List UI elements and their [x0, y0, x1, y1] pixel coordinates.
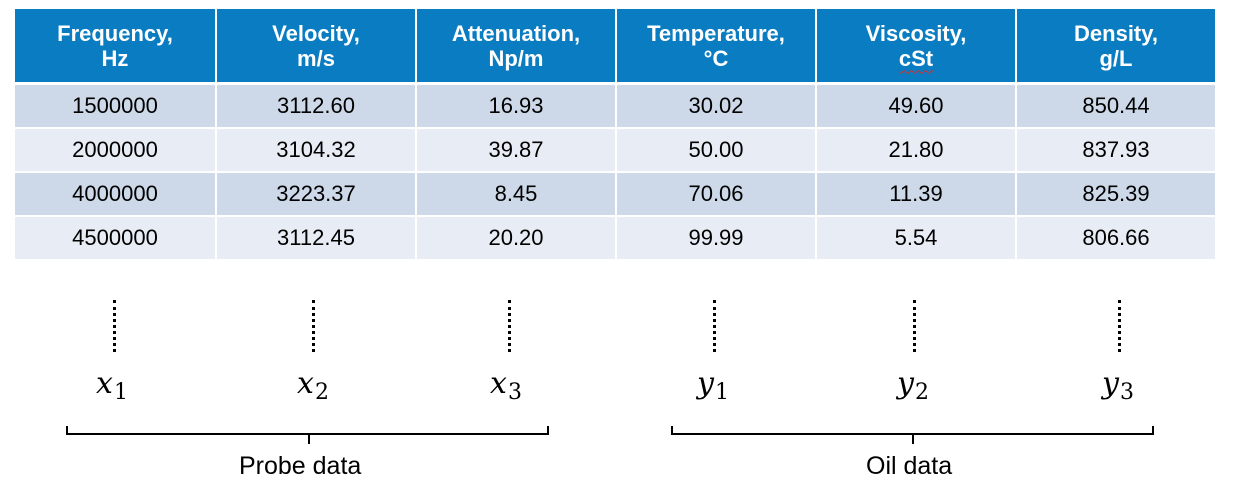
table-cell: 3112.60 [215, 82, 415, 127]
table-header-row: Frequency, Hz Velocity, m/s Attenuation, Np… [15, 9, 1218, 82]
variable-y3: y3 [1102, 366, 1134, 405]
table-cell: 20.20 [415, 215, 615, 259]
table-row: 4500000 3112.45 20.20 99.99 5.54 806.66 [15, 215, 1218, 259]
table-cell: 850.44 [1015, 82, 1215, 127]
header-viscosity: Viscosity, cSt [815, 9, 1015, 82]
table-cell: 30.02 [615, 82, 815, 127]
table-cell: 8.45 [415, 171, 615, 215]
table-cell: 4500000 [15, 215, 215, 259]
header-density: Density, g/L [1015, 9, 1215, 82]
table-cell: 3104.32 [215, 127, 415, 171]
table-row: 1500000 3112.60 16.93 30.02 49.60 850.44 [15, 82, 1218, 127]
oil-data-label: Oil data [866, 452, 953, 480]
table-cell: 11.39 [815, 171, 1015, 215]
dotted-connector-x1 [113, 300, 116, 352]
table-row: 4000000 3223.37 8.45 70.06 11.39 825.39 [15, 171, 1218, 215]
table-cell: 1500000 [15, 82, 215, 127]
header-attenuation: Attenuation, Np/m [415, 9, 615, 82]
variable-x2: x2 [297, 366, 329, 405]
header-velocity: Velocity, m/s [215, 9, 415, 82]
variable-x1: x1 [96, 366, 128, 405]
variable-y1: y1 [697, 366, 729, 405]
table-cell: 49.60 [815, 82, 1015, 127]
dotted-connector-y2 [913, 300, 916, 352]
table-cell: 806.66 [1015, 215, 1215, 259]
dotted-connector-y3 [1118, 300, 1121, 352]
header-frequency: Frequency, Hz [15, 9, 215, 82]
data-table: Frequency, Hz Velocity, m/s Attenuation, Np… [15, 9, 1218, 259]
oil-brace [671, 426, 1154, 444]
table-cell: 825.39 [1015, 171, 1215, 215]
table-cell: 50.00 [615, 127, 815, 171]
probe-brace [66, 426, 549, 444]
table-cell: 70.06 [615, 171, 815, 215]
header-temperature: Temperature, °C [615, 9, 815, 82]
table-row: 2000000 3104.32 39.87 50.00 21.80 837.93 [15, 127, 1218, 171]
table-cell: 21.80 [815, 127, 1015, 171]
probe-data-label: Probe data [239, 452, 362, 480]
table-cell: 5.54 [815, 215, 1015, 259]
table-cell: 3112.45 [215, 215, 415, 259]
table-cell: 4000000 [15, 171, 215, 215]
variable-y2: y2 [897, 366, 929, 405]
table-cell: 2000000 [15, 127, 215, 171]
table-cell: 16.93 [415, 82, 615, 127]
dotted-connector-x2 [312, 300, 315, 352]
variable-x3: x3 [490, 366, 522, 405]
table-cell: 837.93 [1015, 127, 1215, 171]
dotted-connector-y1 [713, 300, 716, 352]
table-cell: 3223.37 [215, 171, 415, 215]
dotted-connector-x3 [508, 300, 511, 352]
table-cell: 99.99 [615, 215, 815, 259]
table-cell: 39.87 [415, 127, 615, 171]
